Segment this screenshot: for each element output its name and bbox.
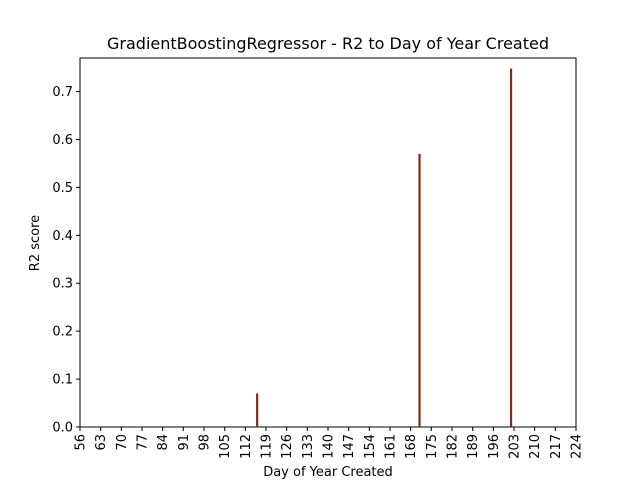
x-axis-ticks: 56 63 70 77 84 91 98 105 112 119 126 133 140 147 154 16… (74, 427, 585, 459)
x-tick-label: 203 (508, 434, 523, 459)
y-axis-label: R2 score (28, 215, 43, 271)
y-tick-label: 0.4 (52, 229, 73, 244)
x-tick-label: 126 (280, 434, 295, 459)
y-tick-label: 0.7 (52, 85, 73, 100)
x-tick-label: 56 (74, 434, 89, 451)
x-tick-label: 63 (94, 434, 109, 451)
y-tick-label: 0.2 (52, 325, 73, 340)
x-tick-label: 77 (136, 434, 151, 451)
y-axis-ticks: 0.0 0.1 0.2 0.3 0.4 0.5 0.6 0.7 (52, 85, 80, 436)
x-tick-label: 147 (342, 434, 357, 459)
y-tick-label: 0.5 (52, 181, 73, 196)
x-tick-label: 161 (384, 434, 399, 459)
bar (509, 68, 513, 428)
y-tick-label: 0.6 (52, 133, 73, 148)
x-tick-label: 154 (363, 434, 378, 459)
x-tick-label: 70 (115, 434, 130, 451)
x-tick-label: 210 (528, 434, 543, 459)
x-tick-label: 224 (570, 434, 585, 459)
bars (256, 68, 513, 428)
y-tick-label: 0.1 (52, 373, 73, 388)
x-tick-label: 84 (156, 434, 171, 451)
x-tick-label: 217 (549, 434, 564, 459)
bar (256, 393, 259, 427)
chart-title: GradientBoostingRegressor - R2 to Day of… (107, 34, 549, 53)
x-tick-label: 140 (322, 434, 337, 459)
x-tick-label: 98 (198, 434, 213, 451)
y-tick-label: 0.0 (52, 421, 73, 436)
x-tick-label: 168 (404, 434, 419, 459)
x-tick-label: 105 (218, 434, 233, 459)
x-axis-label: Day of Year Created (263, 465, 393, 480)
x-tick-label: 91 (177, 434, 192, 451)
x-tick-label: 133 (301, 434, 316, 459)
x-tick-label: 196 (487, 434, 502, 459)
x-tick-label: 182 (446, 434, 461, 459)
y-tick-label: 0.3 (52, 277, 73, 292)
bar (418, 153, 421, 427)
x-tick-label: 189 (466, 434, 481, 459)
x-tick-label: 119 (260, 434, 275, 459)
x-tick-label: 112 (239, 434, 254, 459)
x-tick-label: 175 (425, 434, 440, 459)
